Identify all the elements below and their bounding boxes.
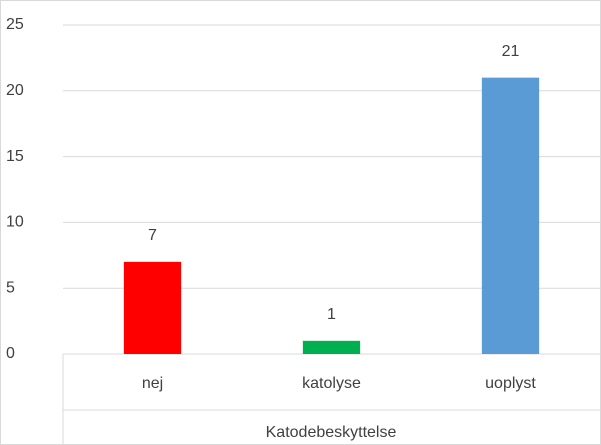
data-label: 21 — [502, 43, 520, 60]
x-axis-label: Katodebeskyttelse — [266, 424, 397, 441]
bar — [123, 261, 182, 354]
x-tick-label: katolyse — [302, 375, 361, 392]
y-tick-label: 15 — [6, 148, 24, 165]
bar — [481, 77, 540, 354]
bar — [302, 340, 361, 354]
y-tick-label: 5 — [6, 279, 15, 296]
x-tick-label: nej — [142, 375, 163, 392]
y-tick-label: 25 — [6, 16, 24, 33]
y-tick-label: 20 — [6, 82, 24, 99]
data-label: 7 — [148, 227, 157, 244]
y-tick-label: 0 — [6, 345, 15, 362]
x-tick-label: uoplyst — [485, 375, 536, 392]
y-tick-label: 10 — [6, 214, 24, 231]
data-label: 1 — [327, 306, 336, 323]
